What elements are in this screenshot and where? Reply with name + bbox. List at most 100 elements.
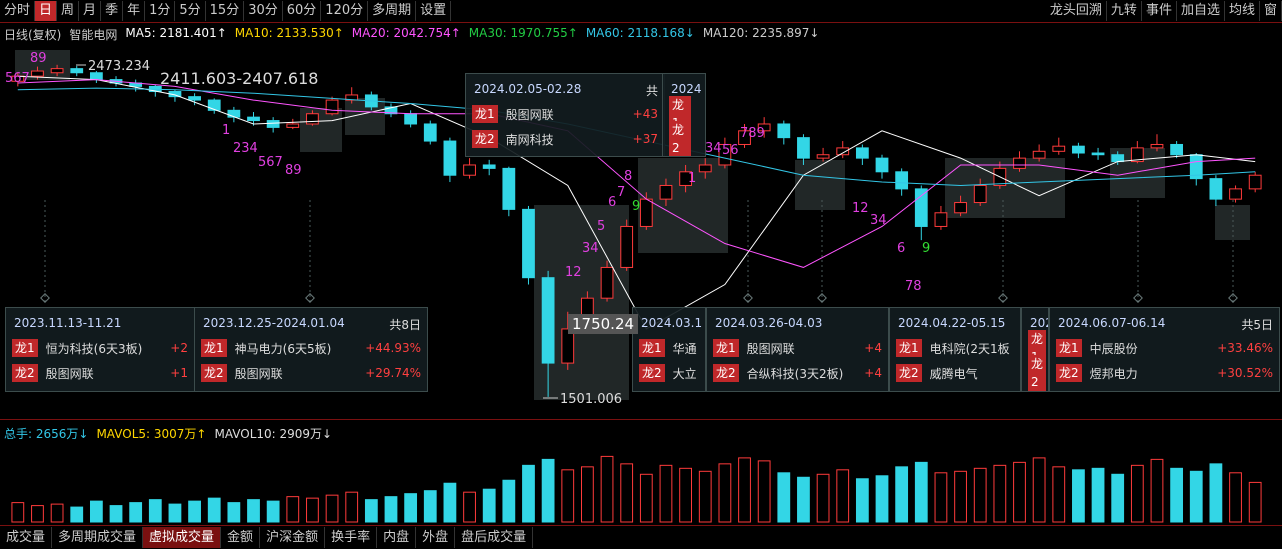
volume-bar bbox=[1150, 458, 1164, 523]
panel-row: 龙2 威腾电气 bbox=[896, 363, 1014, 383]
panel-row: 龙1 殷图网联 +43 bbox=[472, 104, 658, 124]
toolbar-button[interactable]: 年 bbox=[123, 1, 146, 21]
toolbar-button[interactable]: 窗 bbox=[1260, 1, 1282, 21]
candle-body bbox=[561, 328, 575, 364]
sequence-marker: 56 bbox=[722, 143, 739, 158]
volume-bar bbox=[914, 461, 928, 523]
volume-bar bbox=[482, 488, 496, 523]
sequence-marker: 12 bbox=[565, 265, 582, 280]
candle-body bbox=[1229, 188, 1242, 200]
candle-body bbox=[698, 164, 712, 173]
volume-bar bbox=[266, 500, 280, 523]
candle-body bbox=[659, 184, 673, 200]
volume-bar bbox=[836, 469, 850, 523]
sequence-marker: 6 bbox=[608, 195, 616, 210]
dragon-panel: 2023.11.13-11.21 龙1 恒为科技(6天3板) +2 龙2 殷图网联 +1 bbox=[5, 307, 195, 392]
toolbar-button[interactable]: 均线 bbox=[1225, 1, 1260, 21]
stock-name: 合纵科技(3天2板) bbox=[746, 366, 844, 381]
sequence-marker: 1 bbox=[222, 123, 230, 138]
sequence-marker: 89 bbox=[30, 51, 47, 66]
volume-bar bbox=[207, 497, 221, 523]
volume-bar bbox=[247, 499, 260, 523]
toolbar-button[interactable]: 15分 bbox=[206, 1, 245, 21]
toolbar-button[interactable]: 日 bbox=[35, 1, 58, 21]
panel-date: 2024.02.05-02.28 bbox=[474, 82, 582, 96]
volume-header: 总手: 2656万↓ MAVOL5: 3007万↑ MAVOL10: 2909万↓ bbox=[4, 425, 332, 442]
panel-row: 龙2 bbox=[669, 121, 699, 156]
connector-dot bbox=[1228, 293, 1238, 303]
panel-row: 龙2 bbox=[1028, 355, 1047, 391]
rank-tag: 龙2 bbox=[12, 364, 38, 382]
sequence-marker: 7 bbox=[617, 185, 625, 200]
toolbar-button[interactable]: 加自选 bbox=[1177, 1, 1225, 21]
volume-bar bbox=[659, 464, 673, 523]
stock-change: +1 bbox=[170, 366, 188, 380]
stock-name: 威腾电气 bbox=[929, 366, 978, 381]
tab[interactable]: 换手率 bbox=[325, 527, 378, 548]
stock-name: 殷图网联 bbox=[746, 341, 795, 356]
tab[interactable]: 内盘 bbox=[377, 527, 417, 548]
toolbar-button[interactable]: 5分 bbox=[175, 1, 206, 21]
connector-dot bbox=[40, 293, 50, 303]
panel-row: 龙2 南网科技 +37 bbox=[472, 129, 658, 149]
toolbar-button[interactable]: 月 bbox=[79, 1, 102, 21]
stock-name: 神马电力(6天5板) bbox=[234, 341, 332, 356]
toolbar-button[interactable]: 设置 bbox=[416, 1, 452, 21]
toolbar-button[interactable]: 1分 bbox=[145, 1, 176, 21]
stock-change: +37 bbox=[632, 132, 658, 146]
tab[interactable]: 多周期成交量 bbox=[52, 527, 144, 548]
tab[interactable]: 成交量 bbox=[0, 527, 53, 548]
stock-name: 殷图网联 bbox=[45, 366, 94, 381]
candle-body bbox=[325, 99, 339, 115]
stock-name: 大立 bbox=[672, 366, 697, 381]
ma-value: MA30: 1970.755↑ bbox=[468, 26, 578, 40]
tab[interactable]: 沪深金额 bbox=[260, 527, 326, 548]
stock-change: +30.52% bbox=[1217, 366, 1273, 380]
rank-tag: 龙2 bbox=[713, 364, 739, 382]
rank-tag: 龙2 bbox=[1056, 364, 1082, 382]
candle-body bbox=[914, 188, 928, 227]
toolbar-button[interactable]: 30分 bbox=[244, 1, 283, 21]
toolbar-button[interactable]: 周 bbox=[57, 1, 80, 21]
tab[interactable]: 金额 bbox=[221, 527, 261, 548]
toolbar-button[interactable]: 龙头回溯 bbox=[1046, 1, 1107, 21]
sequence-marker: 78 bbox=[905, 279, 922, 294]
toolbar-button[interactable]: 120分 bbox=[321, 1, 369, 21]
volume-bar bbox=[1032, 457, 1046, 523]
candle-body bbox=[443, 140, 457, 176]
panel-row: 龙2 殷图网联 +29.74% bbox=[201, 363, 421, 383]
toolbar-right: 龙头回溯 九转 事件 加自选 均线窗 bbox=[1046, 0, 1282, 22]
candle-body bbox=[1111, 154, 1125, 163]
candle-body bbox=[797, 137, 810, 159]
dragon-panel: 2024.03.1 龙1 华通 龙2 大立 bbox=[632, 307, 706, 392]
panel-row: 龙1 中辰股份 +33.46% bbox=[1056, 338, 1273, 358]
dragon-panel: 2024.02.05-02.28 共龙1 殷图网联 +43 龙2 南网科技 +37 bbox=[465, 73, 665, 157]
toolbar-button[interactable]: 事件 bbox=[1142, 1, 1177, 21]
panel-days: 共5日 bbox=[1241, 318, 1273, 332]
toolbar-button[interactable]: 多周期 bbox=[368, 1, 417, 21]
volume-bar bbox=[443, 482, 457, 523]
candle-body bbox=[541, 277, 555, 364]
rank-tag: 龙1 bbox=[201, 339, 227, 357]
volume-bar bbox=[1248, 481, 1262, 523]
ma-line bbox=[17, 79, 1256, 268]
candle-body bbox=[50, 68, 64, 74]
tab[interactable]: 盘后成交量 bbox=[455, 527, 534, 548]
candle-body bbox=[934, 212, 948, 227]
cursor-label: 1750.24 bbox=[568, 314, 639, 334]
stock-change: +4 bbox=[864, 341, 882, 355]
volume-bar bbox=[325, 494, 339, 523]
tab[interactable]: 虚拟成交量 bbox=[143, 527, 222, 548]
rank-tag: 龙2 bbox=[669, 121, 691, 156]
ma-value: MA120: 2235.897↓ bbox=[702, 26, 820, 40]
tab[interactable]: 外盘 bbox=[416, 527, 456, 548]
candle-body bbox=[306, 113, 319, 125]
toolbar-button[interactable]: 60分 bbox=[283, 1, 322, 21]
candle-body bbox=[266, 120, 280, 128]
toolbar-button[interactable]: 分时 bbox=[0, 1, 36, 21]
candle-body bbox=[404, 113, 418, 125]
toolbar-button[interactable]: 九转 bbox=[1107, 1, 1142, 21]
toolbar-button[interactable]: 季 bbox=[101, 1, 124, 21]
period-label: 日线(复权) bbox=[4, 28, 62, 42]
volume-bar bbox=[1229, 472, 1242, 523]
